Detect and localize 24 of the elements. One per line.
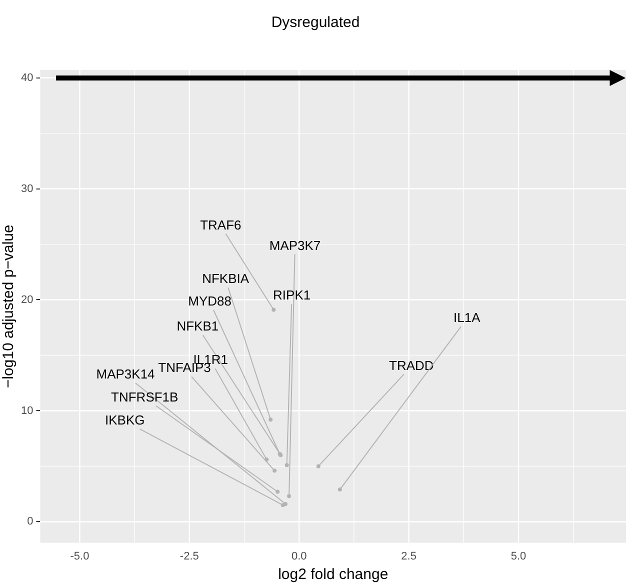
data-label: MYD88 bbox=[188, 294, 232, 309]
x-axis-title: log2 fold change bbox=[278, 566, 388, 584]
chart-title: Dysregulated bbox=[271, 14, 360, 32]
data-label: IL1A bbox=[454, 310, 481, 326]
y-tick-label: 30 bbox=[20, 182, 34, 195]
x-tick-label: 0.0 bbox=[291, 550, 307, 562]
data-label: TRAF6 bbox=[200, 217, 242, 232]
data-label: TRADD bbox=[389, 358, 434, 373]
y-tick-label: 20 bbox=[20, 294, 34, 306]
y-tick-label: 40 bbox=[20, 72, 34, 84]
y-axis-title: −log10 adjusted p−value bbox=[0, 224, 18, 388]
data-label: NFKBIA bbox=[202, 271, 250, 286]
data-label: RIPK1 bbox=[273, 288, 311, 303]
data-label: MAP3K7 bbox=[269, 238, 321, 253]
data-label: NFKB1 bbox=[176, 318, 219, 334]
y-tick-label: 10 bbox=[20, 404, 34, 417]
x-tick-label: -5.0 bbox=[70, 550, 90, 562]
data-label: MAP3K14 bbox=[96, 366, 155, 382]
data-label: IKBKG bbox=[105, 412, 145, 428]
data-label: TNFRSF1B bbox=[111, 389, 178, 404]
y-tick-label: 0 bbox=[27, 516, 34, 528]
x-tick-label: -2.5 bbox=[180, 550, 199, 562]
x-tick-label: 2.5 bbox=[401, 550, 416, 562]
x-tick-label: 5.0 bbox=[510, 550, 526, 562]
